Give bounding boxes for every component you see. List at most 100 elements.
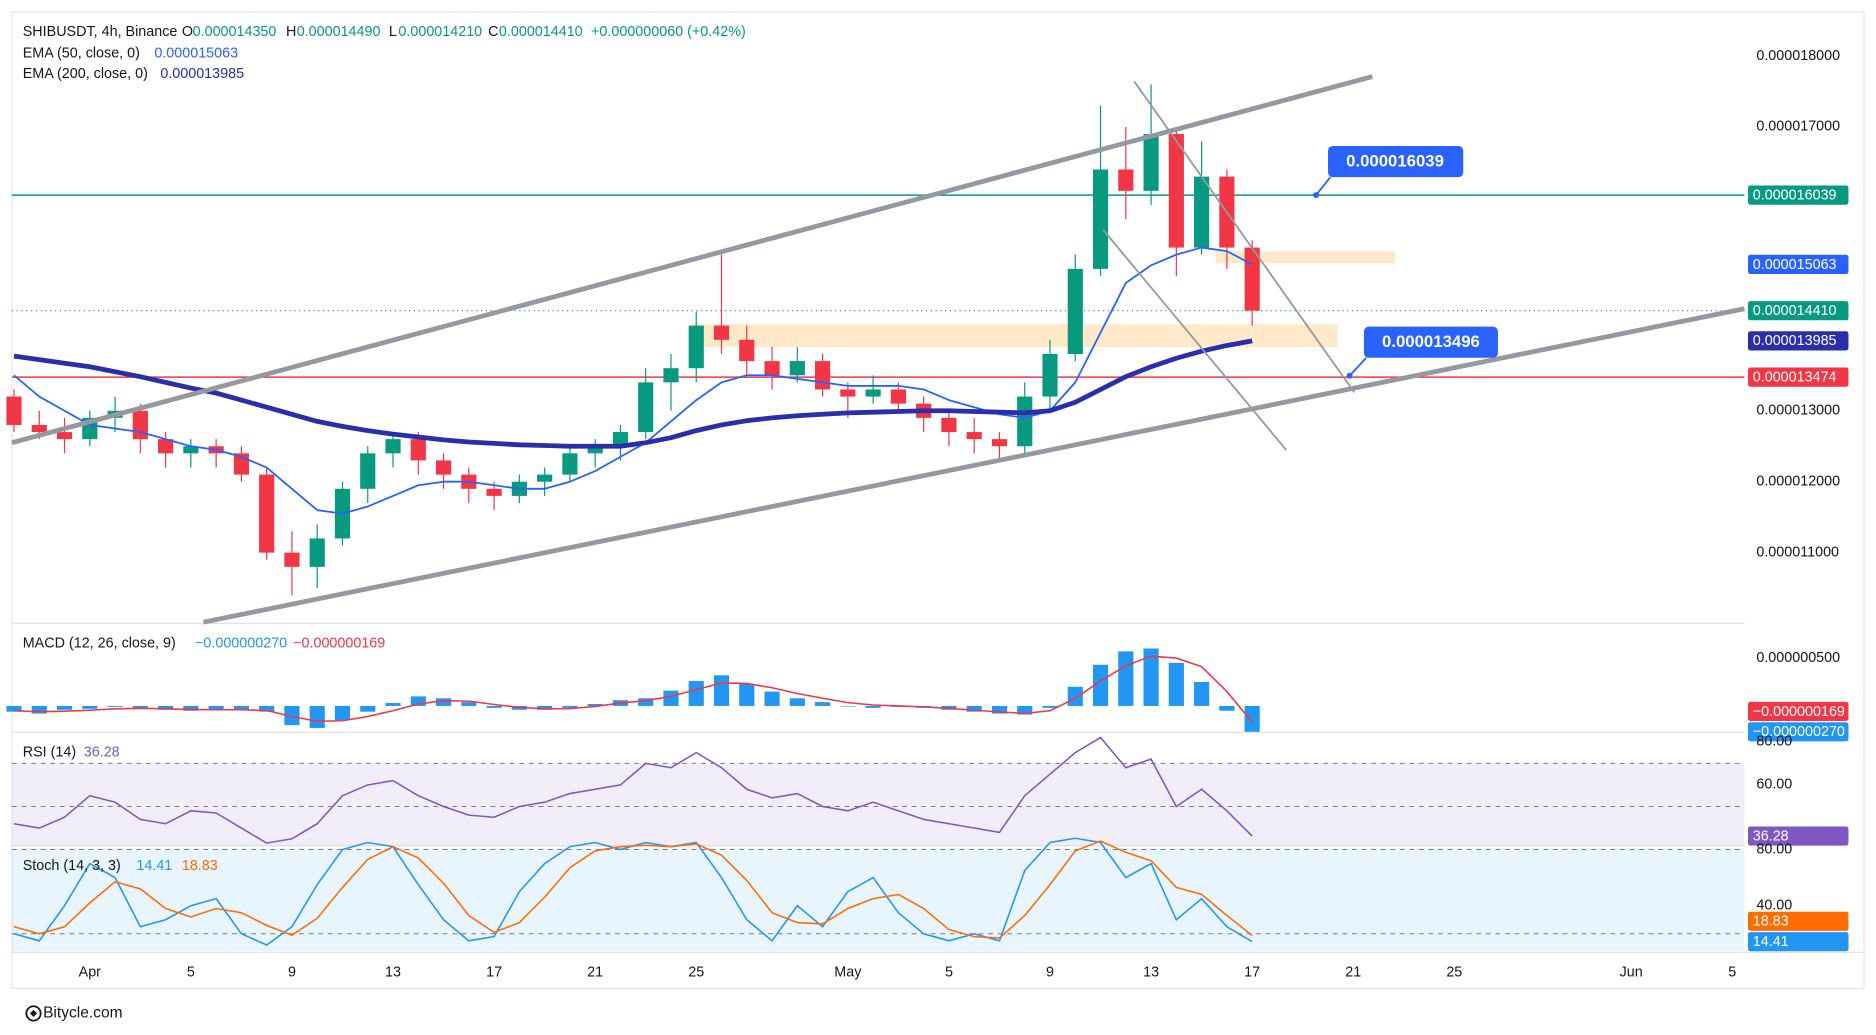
candle-body [941,417,957,433]
zone [1215,251,1396,264]
macd-column [815,702,831,706]
ohlc-label: L [389,24,397,40]
candle-body [284,552,300,567]
macd-column [1219,705,1235,711]
logo [29,1009,38,1018]
macd-column [56,705,73,710]
candle-body [56,432,73,440]
macd-column [688,681,704,706]
stoch-line [13,840,1253,939]
ohlc-value: 0.000014350 [193,24,277,40]
candle-body [486,488,502,496]
macd-column [183,705,199,711]
y-tick-label: 0.000018000 [1756,48,1840,64]
candle-body [840,389,856,397]
macd-column [739,683,755,706]
macd-column [537,705,553,710]
rsi-line [13,736,1253,844]
candle-body [1017,396,1033,447]
y-tick-label: 40.00 [1756,897,1792,913]
x-tick-label: Jun [1620,965,1643,981]
candle-body [562,453,578,475]
macd-column [1017,705,1033,715]
macd-column [208,705,224,710]
price-tag [1747,367,1849,387]
price-tag-label: 14.41 [1753,934,1789,950]
x-tick-label: 17 [1244,965,1260,981]
ohlc-value: 0.000014490 [297,24,381,40]
candle-body [966,432,982,440]
price-tag-label: 0.000013474 [1753,370,1837,386]
candle-body [638,382,654,433]
macd-column [713,675,730,706]
callout-label: 0.000016039 [1346,152,1444,171]
chart-frame [11,11,1865,989]
x-tick-label: 21 [1345,965,1361,981]
y-tick-label: 60.00 [1756,777,1792,793]
ohlc-label: O [182,24,193,40]
y-tick-label: 0.000012000 [1756,474,1840,490]
price-tag [1747,826,1849,846]
logo [25,1005,42,1022]
x-tick-label: 25 [1446,965,1462,981]
macd-column [158,705,174,710]
macd-column [461,702,477,706]
x-tick-label: 9 [288,965,296,981]
ema-line [13,338,1253,449]
macd-column [789,698,805,706]
legend-value: −0.000000169 [293,636,385,652]
macd-column [334,705,351,721]
wedge-line [1102,229,1287,451]
price-tag-label: 0.000014410 [1753,303,1837,319]
macd-column [6,705,22,712]
candle-body [132,410,148,440]
price-tag-label: 0.000013985 [1753,333,1837,349]
footer-brand: Bitycle.com [43,1005,122,1022]
macd-column [1168,662,1184,706]
candle-body [764,361,780,376]
symbol-title: SHIBUSDT, 4h, Binance [23,24,178,40]
macd-column [587,704,603,706]
macd-column [562,705,578,708]
candle-body [688,325,704,369]
candle-body [6,396,22,425]
ohlc-change: +0.000000060 (+0.42%) [591,24,746,40]
price-tag-label: −0.000000169 [1753,704,1845,720]
x-tick-label: 13 [1143,965,1159,981]
callout-box [1363,326,1498,358]
callout-dot [1346,372,1353,379]
price-tag [1747,301,1849,321]
legend-value: −0.000000270 [195,636,287,652]
macd-column [31,705,47,714]
candle-body [815,361,831,390]
legend-name: EMA (50, close, 0) [23,46,140,62]
macd-column [865,705,881,708]
y-tick-label: 0.000000500 [1756,650,1840,666]
macd-column [107,705,123,707]
y-tick-label: 80.00 [1756,841,1792,857]
channel-line [11,74,1373,446]
legend-value: 0.000013985 [160,66,244,82]
macd-column [764,691,780,706]
y-tick-label: 0.000011000 [1756,544,1839,560]
candle-body [1143,134,1159,191]
price-tag-label: 18.83 [1753,914,1789,930]
macd-column [360,705,376,712]
macd-column [638,698,654,706]
x-tick-label: 5 [187,965,195,981]
price-tag [1747,932,1849,952]
legend-name: MACD (12, 26, close, 9) [23,636,176,652]
macd-column [966,705,982,712]
candle-body [1067,268,1083,354]
price-tag-label: 0.000015063 [1753,257,1837,273]
legend-value: 0.000015063 [154,46,238,62]
macd-column [840,705,856,707]
ohlc-value: 0.000014410 [499,24,583,40]
price-tag-label: 0.000016039 [1753,188,1837,204]
candle-body [865,389,881,397]
callout-dot [1313,192,1320,199]
candle-body [158,439,174,454]
candle-body [612,432,629,447]
candle-body [1042,353,1058,397]
macd-column [259,705,275,712]
